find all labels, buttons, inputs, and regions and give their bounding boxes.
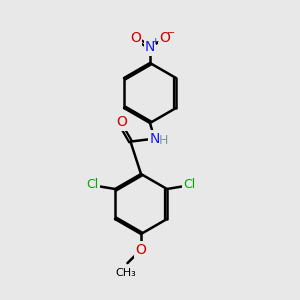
Text: O: O [136, 243, 146, 256]
Text: O: O [130, 32, 141, 45]
Text: O: O [159, 32, 170, 45]
Text: −: − [167, 28, 175, 38]
Text: N: N [145, 40, 155, 54]
Text: CH₃: CH₃ [116, 268, 136, 278]
Text: N: N [149, 132, 160, 145]
Text: Cl: Cl [183, 178, 196, 191]
Text: O: O [116, 116, 127, 129]
Text: +: + [152, 37, 159, 46]
Text: H: H [159, 134, 168, 148]
Text: Cl: Cl [86, 178, 99, 191]
